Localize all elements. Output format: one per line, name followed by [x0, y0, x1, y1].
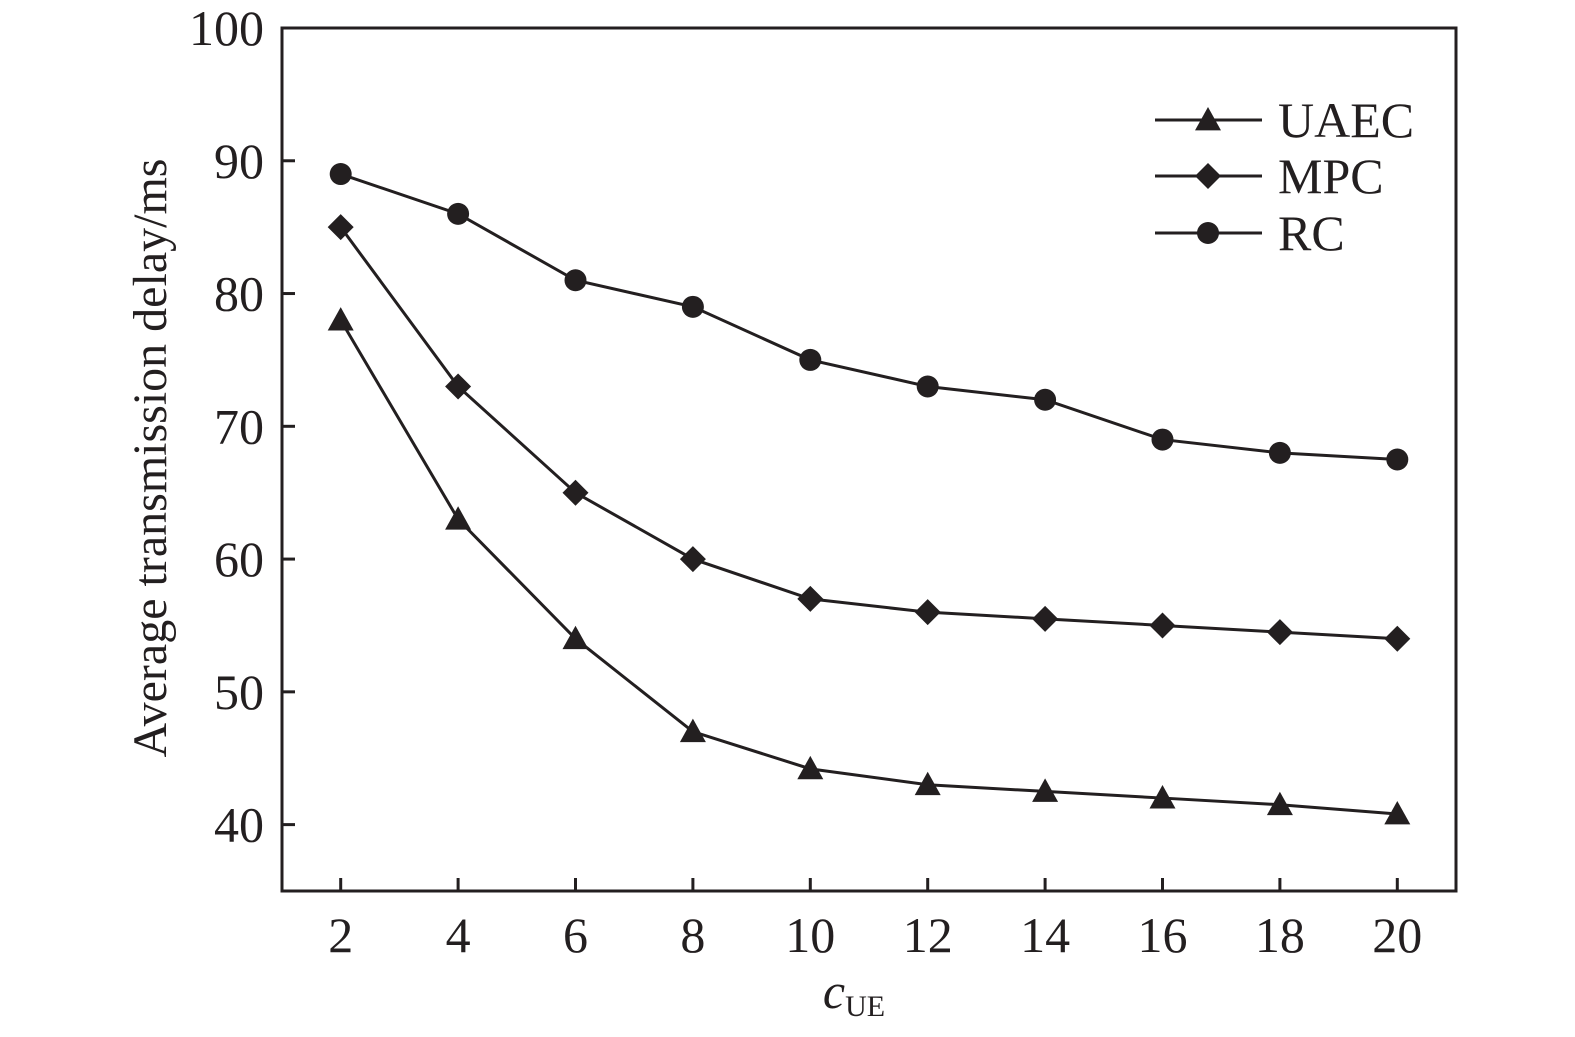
data-point-mpc	[679, 546, 706, 573]
data-point-uaec	[1384, 800, 1411, 825]
data-point-rc	[1268, 441, 1291, 464]
series-uaec	[327, 307, 1411, 825]
series-line-mpc	[339, 226, 1398, 641]
legend-marker-rc	[1197, 222, 1219, 244]
y-tick-label: 60	[214, 531, 264, 587]
data-point-rc	[1386, 448, 1409, 471]
data-point-mpc	[445, 373, 472, 400]
x-tick-label: 8	[680, 907, 705, 963]
data-point-mpc	[914, 599, 941, 626]
x-axis-label-subscript: UE	[845, 990, 885, 1023]
data-point-rc	[1151, 428, 1174, 451]
axes	[280, 26, 1458, 893]
series-rc	[329, 163, 1409, 471]
data-point-uaec	[327, 307, 354, 331]
y-tick-label: 100	[189, 0, 264, 56]
series-line-rc	[340, 172, 1398, 461]
data-point-uaec	[679, 718, 706, 743]
data-point-rc	[564, 269, 587, 292]
x-tick-label: 20	[1372, 907, 1422, 963]
series-mpc	[327, 214, 1411, 652]
legend-marker-mpc	[1195, 163, 1221, 189]
data-point-uaec	[445, 506, 472, 530]
data-point-uaec	[1032, 778, 1059, 802]
legend-item-mpc: MPC	[1155, 148, 1384, 204]
data-point-mpc	[1032, 605, 1059, 632]
data-point-rc	[681, 295, 704, 318]
data-point-mpc	[797, 585, 824, 612]
y-tick-label: 70	[214, 398, 264, 454]
legend-item-uaec: UAEC	[1155, 92, 1414, 148]
x-tick-label: 18	[1255, 907, 1305, 963]
x-tick-label: 12	[903, 907, 953, 963]
y-tick-label: 40	[214, 797, 264, 853]
series-layer	[327, 163, 1411, 825]
data-point-rc	[447, 202, 470, 225]
y-axis-ticks: 40 50 60 70 80 90 100	[189, 0, 295, 853]
data-point-mpc	[1384, 625, 1411, 652]
data-point-rc	[1034, 388, 1057, 411]
data-point-uaec	[1149, 785, 1176, 809]
legend-label: MPC	[1278, 148, 1384, 204]
data-point-rc	[799, 348, 822, 371]
legend-label: RC	[1278, 205, 1345, 261]
x-tick-label: 2	[328, 907, 353, 963]
y-tick-label: 80	[214, 266, 264, 322]
data-point-uaec	[914, 771, 941, 796]
data-point-uaec	[562, 625, 589, 650]
x-tick-label: 14	[1020, 907, 1070, 963]
data-point-mpc	[1266, 619, 1293, 646]
plot-frame	[280, 26, 1458, 893]
y-tick-label: 90	[214, 133, 264, 189]
x-tick-label: 4	[446, 907, 471, 963]
x-tick-label: 10	[785, 907, 835, 963]
x-axis-label-main: c	[823, 963, 845, 1019]
legend-label: UAEC	[1278, 92, 1414, 148]
data-point-mpc	[1149, 612, 1176, 639]
legend-item-rc: RC	[1155, 205, 1345, 261]
data-point-uaec	[797, 755, 824, 780]
legend-marker-uaec	[1195, 107, 1221, 131]
data-point-uaec	[1266, 791, 1293, 816]
y-tick-label: 50	[214, 664, 264, 720]
y-axis-label: Average transmission delay/ms	[124, 159, 177, 758]
series-line-uaec	[339, 319, 1398, 816]
x-axis-ticks: 2 4 6 8 10 12 14 16 18 20	[328, 878, 1422, 963]
data-point-mpc	[562, 479, 589, 506]
data-point-rc	[916, 375, 939, 398]
x-tick-label: 16	[1138, 907, 1188, 963]
data-point-rc	[329, 163, 352, 186]
x-tick-label: 6	[563, 907, 588, 963]
data-point-mpc	[327, 214, 354, 241]
x-axis-label: cUE	[823, 963, 885, 1023]
